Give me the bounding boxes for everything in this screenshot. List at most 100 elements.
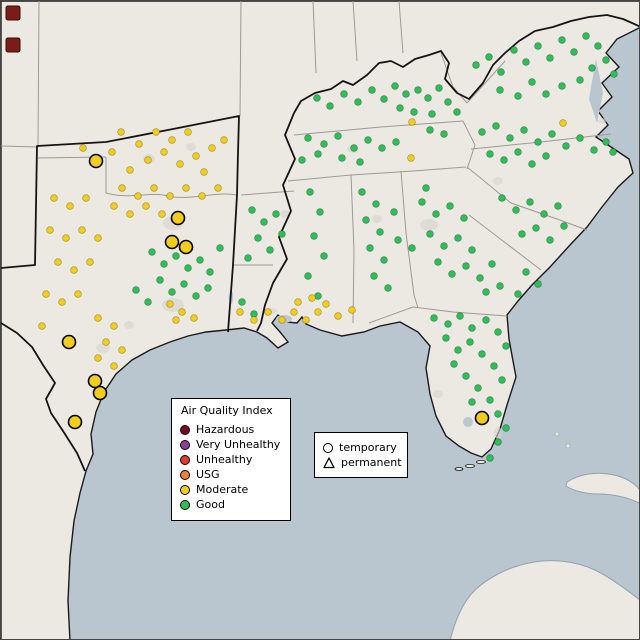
monitor-dot-good[interactable] <box>254 234 262 242</box>
monitor-dot-moderate[interactable] <box>214 184 222 192</box>
monitor-dot-good[interactable] <box>502 342 510 350</box>
monitor-dot-good[interactable] <box>506 134 514 142</box>
monitor-dot-good[interactable] <box>590 146 598 154</box>
monitor-dot-good[interactable] <box>326 102 334 110</box>
monitor-dot-good[interactable] <box>426 230 434 238</box>
monitor-dot-good[interactable] <box>414 86 422 94</box>
monitor-dot-moderate[interactable] <box>50 194 58 202</box>
monitor-dot-good[interactable] <box>522 58 530 66</box>
monitor-dot-moderate[interactable] <box>198 192 206 200</box>
monitor-dot-good[interactable] <box>498 194 506 202</box>
monitor-dot-good[interactable] <box>474 384 482 392</box>
monitor-dot-good[interactable] <box>334 132 342 140</box>
monitor-dot-good[interactable] <box>394 236 402 244</box>
monitor-dot-good[interactable] <box>602 56 610 64</box>
monitor-dot-good[interactable] <box>156 276 164 284</box>
monitor-dot-moderate[interactable] <box>118 184 126 192</box>
monitor-dot-good[interactable] <box>368 86 376 94</box>
monitor-dot-good[interactable] <box>610 70 618 78</box>
monitor-dot-good[interactable] <box>562 142 570 150</box>
monitor-dot-good[interactable] <box>384 284 392 292</box>
monitor-dot-good[interactable] <box>534 280 542 288</box>
monitor-dot-good[interactable] <box>510 46 518 54</box>
monitor-dot-good[interactable] <box>532 224 540 232</box>
monitor-dot-moderate[interactable] <box>94 354 102 362</box>
monitor-dot-moderate[interactable] <box>172 316 180 324</box>
monitor-dot-moderate[interactable] <box>46 226 54 234</box>
monitor-dot-good[interactable] <box>558 82 566 90</box>
monitor-dot-moderate[interactable] <box>302 316 310 324</box>
monitor-dot-good[interactable] <box>320 252 328 260</box>
monitor-dot-good[interactable] <box>534 138 542 146</box>
monitor-dot-moderate[interactable] <box>42 290 50 298</box>
monitor-dot-good[interactable] <box>540 210 548 218</box>
monitor-dot-good[interactable] <box>460 214 468 222</box>
monitor-dot-moderate[interactable] <box>144 156 152 164</box>
monitor-dot-good[interactable] <box>248 206 256 214</box>
monitor-dot-good[interactable] <box>298 156 306 164</box>
monitor-dot-moderate[interactable] <box>117 128 125 136</box>
monitor-dot-good[interactable] <box>358 188 366 196</box>
monitor-dot-good[interactable] <box>454 346 462 354</box>
monitor-dot-moderate[interactable] <box>408 118 416 126</box>
monitor-dot-good[interactable] <box>518 230 526 238</box>
monitor-dot-good[interactable] <box>370 272 378 280</box>
monitor-dot-good[interactable] <box>192 292 200 300</box>
monitor-circle-temporary-moderate[interactable] <box>92 385 108 401</box>
monitor-dot-good[interactable] <box>542 152 550 160</box>
monitor-dot-good[interactable] <box>372 200 380 208</box>
monitor-dot-moderate[interactable] <box>38 322 46 330</box>
monitor-dot-good[interactable] <box>576 134 584 142</box>
monitor-dot-good[interactable] <box>310 232 318 240</box>
monitor-dot-good[interactable] <box>514 290 522 298</box>
monitor-dot-good[interactable] <box>440 130 448 138</box>
monitor-dot-good[interactable] <box>434 258 442 266</box>
monitor-dot-good[interactable] <box>216 244 224 252</box>
monitor-dot-moderate[interactable] <box>134 192 142 200</box>
monitor-dot-good[interactable] <box>206 268 214 276</box>
monitor-dot-moderate[interactable] <box>184 128 192 136</box>
monitor-dot-good[interactable] <box>356 158 364 166</box>
monitor-dot-moderate[interactable] <box>166 300 174 308</box>
monitor-dot-good[interactable] <box>609 148 617 156</box>
monitor-dot-good[interactable] <box>380 95 388 103</box>
monitor-dot-good[interactable] <box>498 376 506 384</box>
monitor-dot-good[interactable] <box>278 230 286 238</box>
monitor-dot-good[interactable] <box>428 110 436 118</box>
monitor-dot-good[interactable] <box>496 86 504 94</box>
monitor-dot-good[interactable] <box>528 160 536 168</box>
monitor-dot-good[interactable] <box>180 280 188 288</box>
monitor-dot-good[interactable] <box>496 282 504 290</box>
monitor-dot-good[interactable] <box>440 242 448 250</box>
monitor-dot-good[interactable] <box>588 64 596 72</box>
monitor-dot-moderate[interactable] <box>236 308 244 316</box>
monitor-dot-good[interactable] <box>338 154 346 162</box>
monitor-dot-moderate[interactable] <box>176 160 184 168</box>
monitor-dot-good[interactable] <box>494 438 502 446</box>
monitor-dot-good[interactable] <box>497 68 505 76</box>
monitor-dot-good[interactable] <box>432 210 440 218</box>
monitor-dot-good[interactable] <box>392 138 400 146</box>
monitor-dot-good[interactable] <box>482 288 490 296</box>
monitor-dot-good[interactable] <box>238 298 246 306</box>
monitor-dot-good[interactable] <box>546 54 554 62</box>
monitor-dot-moderate[interactable] <box>278 316 286 324</box>
monitor-dot-good[interactable] <box>482 316 490 324</box>
monitor-dot-moderate[interactable] <box>192 152 200 160</box>
monitor-circle-temporary-moderate[interactable] <box>67 414 83 430</box>
monitor-dot-good[interactable] <box>558 36 566 44</box>
monitor-dot-good[interactable] <box>602 138 610 146</box>
monitor-dot-good[interactable] <box>391 82 399 90</box>
monitor-dot-good[interactable] <box>424 94 432 102</box>
monitor-dot-moderate[interactable] <box>348 306 356 314</box>
monitor-dot-moderate[interactable] <box>290 308 298 316</box>
monitor-dot-moderate[interactable] <box>250 316 258 324</box>
monitor-dot-good[interactable] <box>450 360 458 368</box>
monitor-dot-good[interactable] <box>313 94 321 102</box>
monitor-dot-good[interactable] <box>380 256 388 264</box>
monitor-dot-good[interactable] <box>468 398 476 406</box>
monitor-dot-good[interactable] <box>196 256 204 264</box>
monitor-dot-good[interactable] <box>184 264 192 272</box>
monitor-dot-good[interactable] <box>442 334 450 342</box>
monitor-dot-moderate[interactable] <box>54 258 62 266</box>
